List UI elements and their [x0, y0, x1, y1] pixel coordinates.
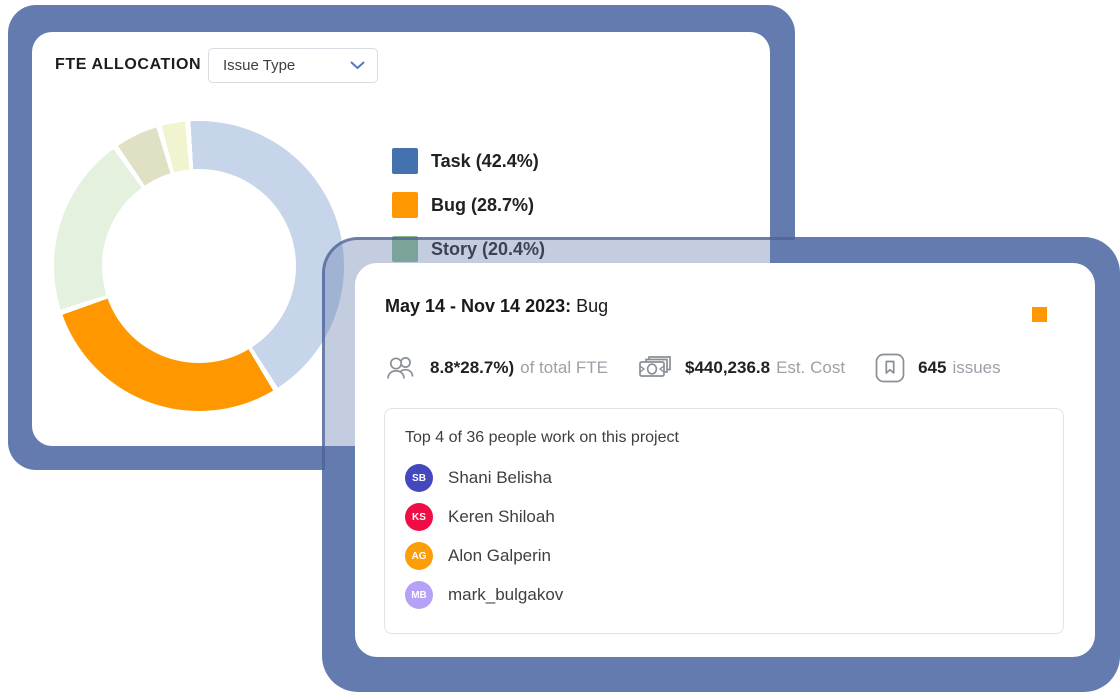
legend-swatch-bug [392, 192, 418, 218]
stats-row: 8.8*28.7%) of total FTE $440,236.8 Est. … [385, 353, 1001, 383]
person-row[interactable]: KS Keren Shiloah [405, 503, 1043, 531]
people-panel-title: Top 4 of 36 people work on this project [405, 429, 679, 446]
legend-label: Task (42.4%) [431, 150, 539, 171]
legend-item-bug[interactable]: Bug (28.7%) [392, 192, 545, 218]
fte-allocation-title: FTE ALLOCATION [55, 56, 202, 73]
person-row[interactable]: MB mark_bulgakov [405, 581, 1043, 609]
donut-hole [102, 169, 296, 363]
people-panel: Top 4 of 36 people work on this project … [384, 408, 1064, 634]
segment-detail-popup: May 14 - Nov 14 2023: Bug 8.8*28.7%) of t… [355, 263, 1095, 657]
person-name: mark_bulgakov [448, 585, 564, 604]
segment-color-marker [1032, 307, 1047, 322]
person-name: Alon Galperin [448, 546, 552, 565]
issue-type-dropdown[interactable]: Issue Type [208, 48, 378, 83]
people-icon [385, 353, 417, 383]
fte-value: 8.8*28.7%) [430, 358, 515, 377]
fte-donut-chart[interactable] [54, 121, 344, 411]
popup-title: May 14 - Nov 14 2023: Bug [385, 296, 608, 317]
legend-item-task[interactable]: Task (42.4%) [392, 148, 545, 174]
person-name: Shani Belisha [448, 468, 552, 487]
fte-label: of total FTE [520, 358, 608, 377]
chart-legend: Task (42.4%) Bug (28.7%) Story (20.4%) [392, 148, 545, 280]
cost-label: Est. Cost [776, 358, 846, 377]
cost-value: $440,236.8 [685, 358, 771, 377]
legend-item-story[interactable]: Story (20.4%) [392, 236, 545, 262]
person-row[interactable]: SB Shani Belisha [405, 464, 1043, 492]
person-row[interactable]: AG Alon Galperin [405, 542, 1043, 570]
issues-value: 645 [918, 358, 947, 377]
avatar: KS [405, 503, 433, 531]
stat-issues: 645 issues [875, 353, 1001, 383]
money-icon [638, 353, 672, 383]
legend-swatch-task [392, 148, 418, 174]
avatar: MB [405, 581, 433, 609]
issue-type-dropdown-value: Issue Type [223, 57, 296, 74]
chevron-down-icon [350, 61, 365, 70]
legend-swatch-story [392, 236, 418, 262]
stat-fte: 8.8*28.7%) of total FTE [385, 353, 608, 383]
bookmark-icon [875, 353, 905, 383]
popup-segment-name: Bug [576, 296, 609, 316]
avatar: AG [405, 542, 433, 570]
stat-cost: $440,236.8 Est. Cost [638, 353, 845, 383]
popup-date-range: May 14 - Nov 14 2023: [385, 296, 572, 316]
legend-label: Story (20.4%) [431, 238, 546, 259]
issues-label: issues [952, 358, 1001, 377]
legend-label: Bug (28.7%) [431, 194, 535, 215]
avatar: SB [405, 464, 433, 492]
person-name: Keren Shiloah [448, 507, 555, 526]
